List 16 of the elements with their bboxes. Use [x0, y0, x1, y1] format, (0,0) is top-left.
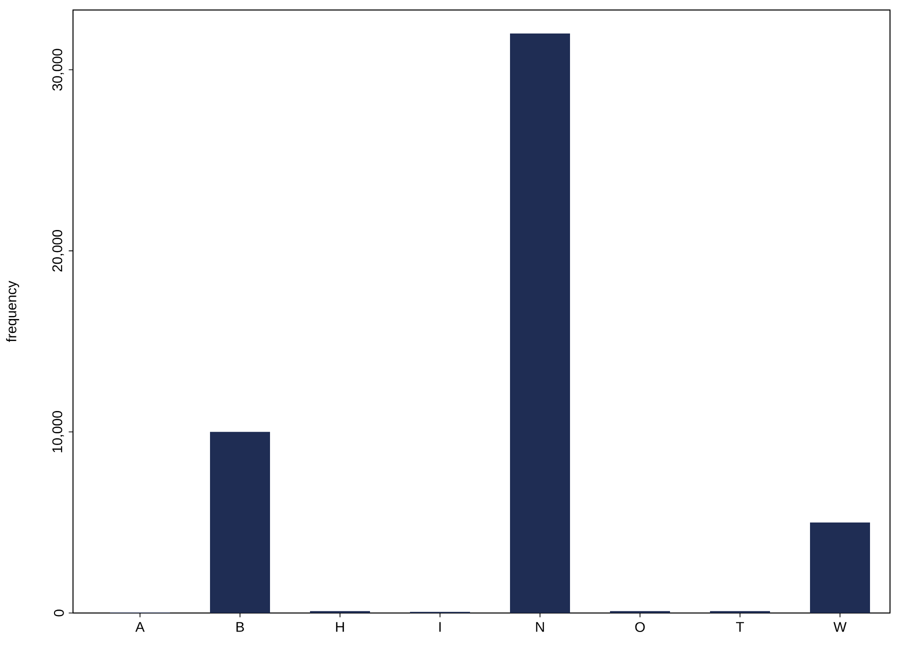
x-tick-label: H [336, 622, 344, 632]
y-axis-title: frequency [6, 280, 20, 342]
x-tick-label: W [833, 622, 847, 632]
x-tick-label: B [236, 622, 244, 632]
x-tick-label: T [736, 622, 744, 632]
x-tick-label: A [135, 622, 145, 632]
x-tick-label: N [536, 622, 544, 632]
x-tick-label: O [635, 622, 645, 632]
bar [810, 522, 870, 613]
bar [210, 432, 270, 613]
y-tick-label: 20,000 [52, 230, 64, 272]
y-tick-label: 10,000 [52, 411, 64, 452]
y-tick-label: 30,000 [52, 48, 64, 91]
x-tick-label: I [439, 622, 441, 632]
y-tick-label: 0 [54, 610, 64, 616]
bar [510, 34, 570, 613]
